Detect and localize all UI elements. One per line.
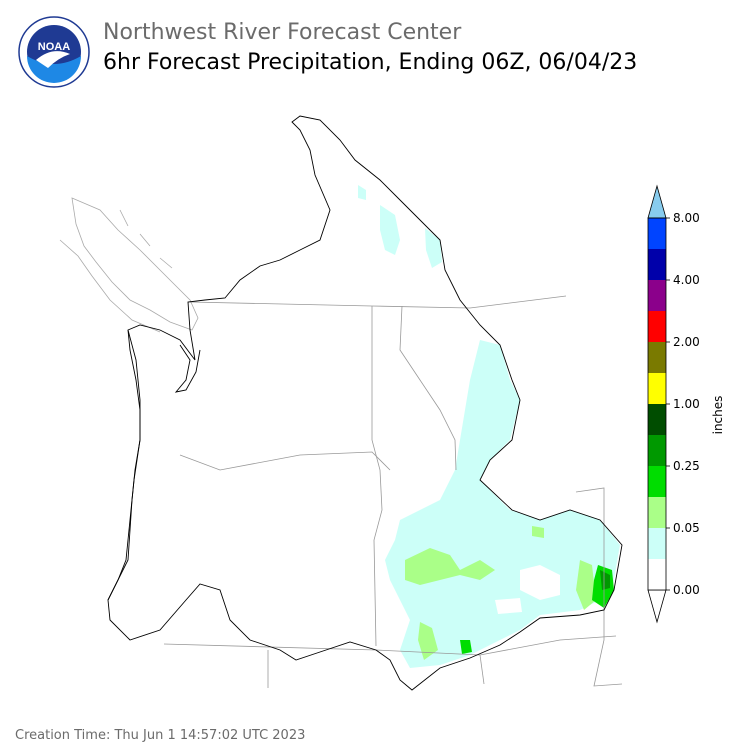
colorbar-tick-label: 8.00 (673, 211, 700, 225)
colorbar-tick-label: 2.00 (673, 335, 700, 349)
colorbar-under-triangle (647, 589, 667, 624)
colorbar-swatch (648, 342, 666, 373)
colorbar-tick-label: 4.00 (673, 273, 700, 287)
colorbar-swatch (648, 311, 666, 342)
colorbar-swatch (648, 497, 666, 528)
colorbar-tick-label: 0.05 (673, 521, 700, 535)
precip-area-0.05 (380, 205, 400, 255)
colorbar-swatch (648, 218, 666, 249)
colorbar-tick-label: 0.00 (673, 583, 700, 597)
colorbar-tick-label: 1.00 (673, 397, 700, 411)
creation-time: Creation Time: Thu Jun 1 14:57:02 UTC 20… (15, 728, 306, 743)
puget-sound (174, 344, 201, 393)
colorbar-swatch (648, 404, 666, 435)
noaa-logo: NOAA (18, 16, 90, 88)
colorbar-swatch (648, 466, 666, 497)
colorbar-swatch (648, 559, 666, 590)
colorbar-ticks: 0.00 0.05 0.25 1.00 2.00 4.00 8.00 (666, 211, 700, 597)
colorbar-over-triangle (647, 184, 667, 219)
coastline-reference (59, 197, 199, 333)
pacific-coastline (107, 329, 141, 601)
colorbar-swatch (648, 435, 666, 466)
colorbar-swatch (648, 373, 666, 404)
state-boundaries (163, 295, 623, 688)
precip-shading (358, 185, 620, 668)
organization-title: Northwest River Forecast Center (103, 20, 462, 45)
colorbar-swatches (647, 184, 667, 624)
precip-area-0.25 (460, 640, 472, 654)
precip-area-0.05 (358, 185, 366, 200)
precip-area-0.10 (532, 526, 544, 538)
colorbar-swatch (648, 280, 666, 311)
precip-area-0.10 (576, 560, 596, 610)
colorbar-swatch (648, 528, 666, 559)
precip-area-0.10 (418, 622, 438, 660)
precip-area-0.50 (600, 570, 610, 590)
colorbar-tick-label: 0.25 (673, 459, 700, 473)
precip-area-0.05 (385, 340, 620, 668)
colorbar: 0.00 0.05 0.25 1.00 2.00 4.00 8.00 inches (647, 184, 725, 624)
colorbar-swatch (648, 249, 666, 280)
basin-boundary (107, 115, 623, 691)
precip-area-0.05 (425, 228, 442, 268)
precip-area-0.10 (405, 548, 495, 585)
logo-wordmark: NOAA (38, 41, 70, 53)
product-title: 6hr Forecast Precipitation, Ending 06Z, … (103, 50, 638, 75)
colorbar-unit-label: inches (711, 396, 725, 435)
